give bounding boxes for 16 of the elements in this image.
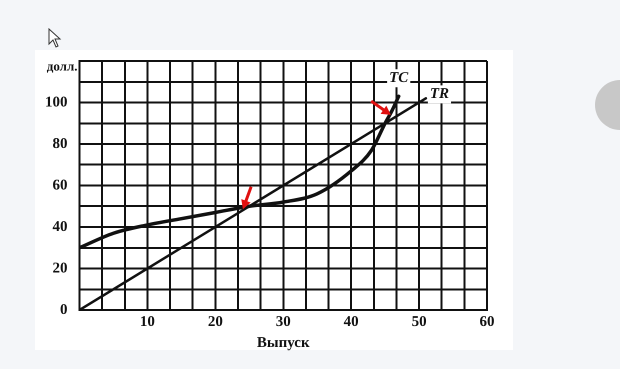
y-tick-label: 80 xyxy=(52,136,68,152)
x-tick-label: 40 xyxy=(344,314,359,330)
x-axis-title: Выпуск xyxy=(256,334,310,351)
x-tick-label: 10 xyxy=(140,314,155,330)
x-tick-label: 20 xyxy=(208,314,223,330)
series-label: TR xyxy=(430,86,450,102)
x-tick-label: 30 xyxy=(276,314,291,330)
y-tick-label: 100 xyxy=(45,94,68,110)
y-tick-label: 40 xyxy=(52,218,68,235)
series-label: TC xyxy=(389,70,410,86)
y-tick-label: 60 xyxy=(52,177,68,194)
x-tick-label: 60 xyxy=(480,314,494,330)
y-tick-label: 20 xyxy=(52,260,68,276)
y-tick-label: 0 xyxy=(60,302,68,318)
x-tick-label: 50 xyxy=(412,314,427,330)
y-axis-title: долл. xyxy=(46,58,78,74)
